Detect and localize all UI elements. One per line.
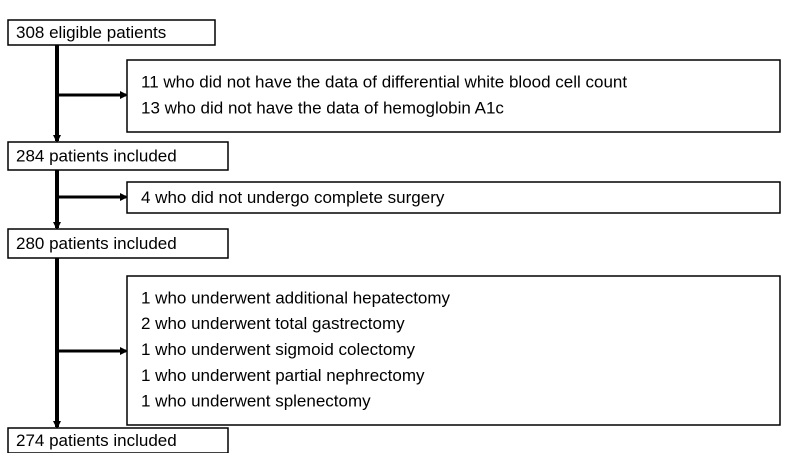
exclusion-box <box>126 59 781 133</box>
node-label: 280 patients included <box>16 234 177 253</box>
exclusion-line: 1 who underwent sigmoid colectomy <box>141 340 416 359</box>
exclusion-line: 1 who underwent partial nephrectomy <box>141 366 425 385</box>
exclusion-line: 1 who underwent additional hepatectomy <box>141 288 451 307</box>
node-label: 274 patients included <box>16 431 177 450</box>
exclusion-box <box>126 181 781 214</box>
exclusion-line: 2 who underwent total gastrectomy <box>141 314 405 333</box>
exclusion-box <box>126 275 781 426</box>
node-box <box>7 19 216 46</box>
node-box <box>7 141 229 171</box>
node-label: 284 patients included <box>16 146 177 165</box>
node-box <box>7 228 229 259</box>
exclusion-line: 1 who underwent splenectomy <box>141 392 371 411</box>
exclusion-line: 13 who did not have the data of hemoglob… <box>141 98 504 117</box>
exclusion-line: 4 who did not undergo complete surgery <box>141 188 445 207</box>
node-box <box>7 427 229 453</box>
node-label: 308 eligible patients <box>16 23 166 42</box>
exclusion-line: 11 who did not have the data of differen… <box>141 72 627 91</box>
